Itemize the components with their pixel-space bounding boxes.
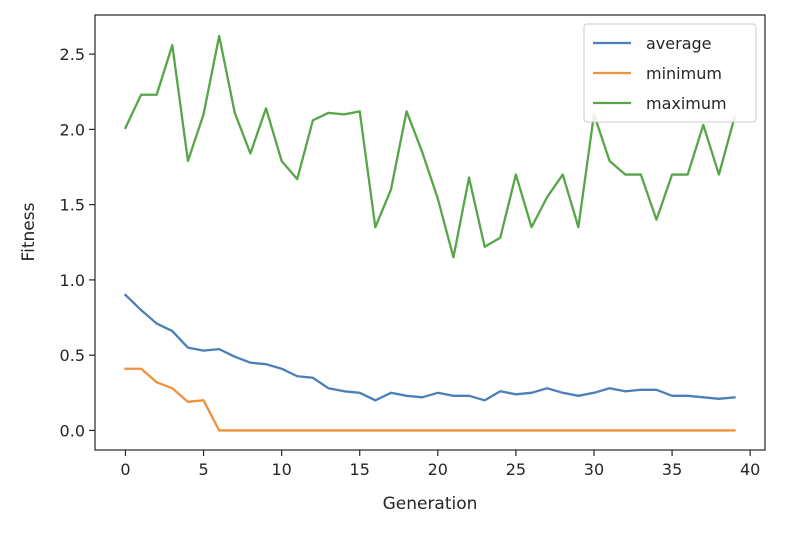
y-axis-ticks: 0.0 0.5 1.0 1.5 2.0 2.5 (60, 45, 95, 440)
series-line-maximum (123, 34, 736, 259)
series-layer (123, 34, 736, 432)
x-tick-label: 35 (662, 460, 682, 479)
plot-frame (94, 14, 766, 451)
y-tick-label: 1.5 (60, 196, 85, 215)
series-line-average (123, 293, 736, 402)
x-axis-label: Generation (383, 494, 478, 514)
x-tick-label: 30 (584, 460, 604, 479)
x-tick-label: 15 (350, 460, 370, 479)
legend: average minimum maximum (583, 23, 757, 123)
legend-label-maximum: maximum (646, 94, 727, 113)
x-tick-label: 25 (506, 460, 526, 479)
y-tick-label: 0.0 (60, 421, 85, 440)
y-axis-label: Fitness (19, 202, 39, 261)
series-line-minimum (124, 367, 736, 432)
legend-label-minimum: minimum (646, 64, 722, 83)
x-axis-ticks: 0 5 10 15 20 25 30 35 40 (120, 450, 760, 479)
y-tick-label: 2.5 (60, 45, 85, 64)
x-tick-label: 5 (198, 460, 208, 479)
x-tick-label: 0 (120, 460, 130, 479)
y-tick-label: 1.0 (60, 271, 85, 290)
legend-box (583, 23, 757, 123)
x-tick-label: 40 (740, 460, 760, 479)
x-tick-label: 20 (428, 460, 448, 479)
x-tick-label: 10 (271, 460, 291, 479)
y-tick-label: 0.5 (60, 346, 85, 365)
legend-label-average: average (646, 34, 712, 53)
y-tick-label: 2.0 (60, 120, 85, 139)
